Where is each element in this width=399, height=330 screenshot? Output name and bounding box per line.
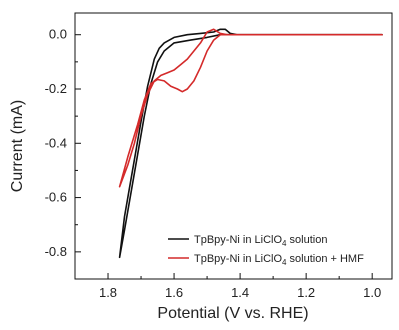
legend-label-series-2-sub: 4 [282,258,287,267]
x-tick-label: 1.8 [99,285,117,300]
y-tick-label: -0.2 [45,81,67,96]
x-tick-label: 1.2 [297,285,315,300]
x-tick-label: 1.6 [165,285,183,300]
x-tick-label: 1.4 [231,285,249,300]
legend: TpBpy-Ni in LiClO4 solution TpBpy-Ni in … [168,234,364,267]
y-axis-title: Current (mA) [9,100,26,192]
series-line-1 [118,28,383,259]
x-axis-title: Potential (V vs. RHE) [157,305,308,322]
legend-label-series-2-base: TpBpy-Ni in LiClO [194,253,282,265]
legend-label-series-1-sub: 4 [282,239,287,248]
legend-label-series-1-base: TpBpy-Ni in LiClO [194,234,282,246]
legend-label-series-2: TpBpy-Ni in LiClO4 solution + HMF [194,253,364,267]
axis-ticks [74,34,373,280]
series-line-2 [118,28,383,188]
legend-label-series-1: TpBpy-Ni in LiClO4 solution [194,234,327,248]
legend-label-series-1-rest: solution [286,234,327,246]
axis-tick-labels: 1.8 1.6 1.4 1.2 1.0 0.0 -0.2 -0.4 -0.6 -0.8 [45,27,382,300]
y-tick-label: -0.4 [45,135,67,150]
x-tick-label: 1.0 [363,285,381,300]
plot-frame [74,12,393,280]
legend-label-series-2-rest: solution + HMF [286,253,364,265]
y-tick-label: -0.8 [45,244,67,259]
y-tick-label: 0.0 [49,27,67,42]
series-lines [118,28,383,259]
y-tick-label: -0.6 [45,190,67,205]
